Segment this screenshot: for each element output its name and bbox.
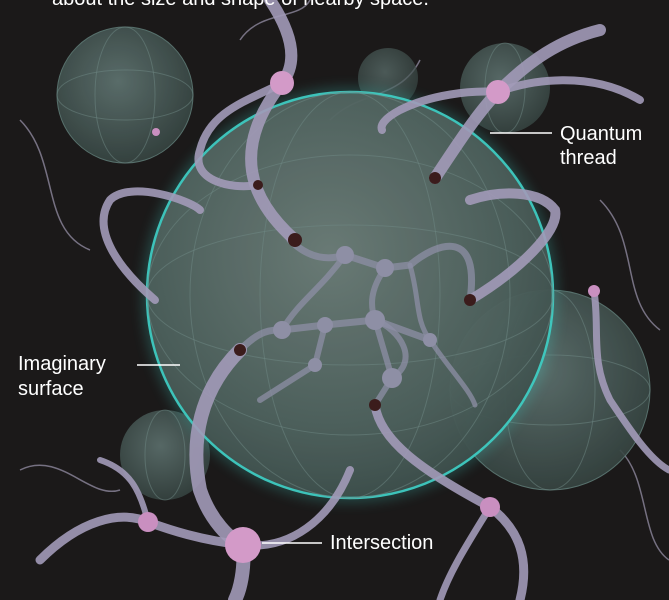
illustration: about the size and shape of nearby space…: [0, 0, 669, 600]
caption: about the size and shape of nearby space…: [52, 0, 429, 10]
label-quantum-thread: thread: [560, 147, 617, 169]
label-imaginary-surface: surface: [18, 378, 84, 400]
imaginary-surface-sphere: [142, 87, 558, 503]
label-imaginary-surface: Imaginary: [18, 353, 106, 375]
label-intersection: Intersection: [330, 532, 433, 554]
label-quantum-thread: Quantum: [560, 123, 642, 145]
